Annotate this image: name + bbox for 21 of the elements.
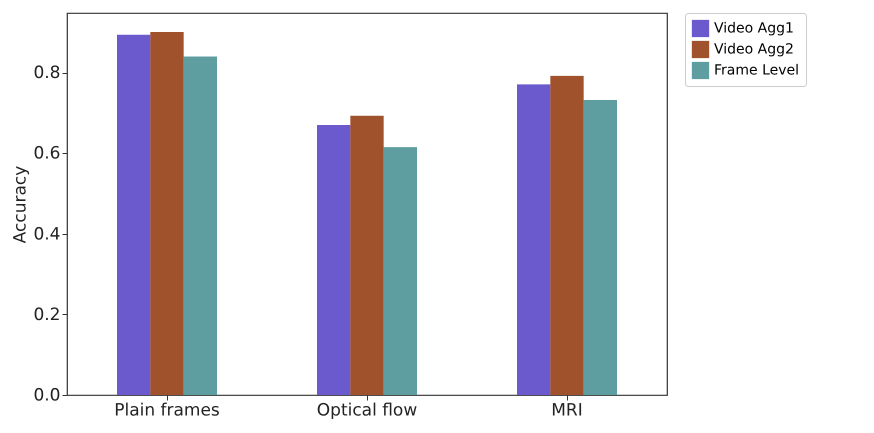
- bar: [350, 116, 384, 395]
- bar: [550, 76, 584, 395]
- y-tick-label: 0.4: [33, 224, 60, 244]
- y-axis-title: Accuracy: [10, 166, 30, 244]
- y-tick-label: 0.0: [33, 386, 60, 406]
- y-tick-label: 0.8: [33, 63, 60, 84]
- legend-label: Video Agg1: [714, 20, 794, 36]
- x-tick-label: MRI: [551, 400, 583, 420]
- bar: [317, 125, 350, 395]
- x-tick-label: Optical flow: [316, 400, 418, 420]
- y-tick-label: 0.2: [33, 304, 60, 325]
- x-tick-label: Plain frames: [114, 400, 220, 420]
- bar: [184, 56, 217, 395]
- bar: [584, 100, 617, 395]
- y-tick-label: 0.6: [33, 144, 60, 164]
- bar: [517, 84, 550, 395]
- legend-label: Frame Level: [714, 62, 800, 78]
- legend-label: Video Agg2: [714, 42, 794, 58]
- bar: [384, 147, 417, 395]
- bar: [117, 34, 150, 395]
- bar: [150, 32, 184, 395]
